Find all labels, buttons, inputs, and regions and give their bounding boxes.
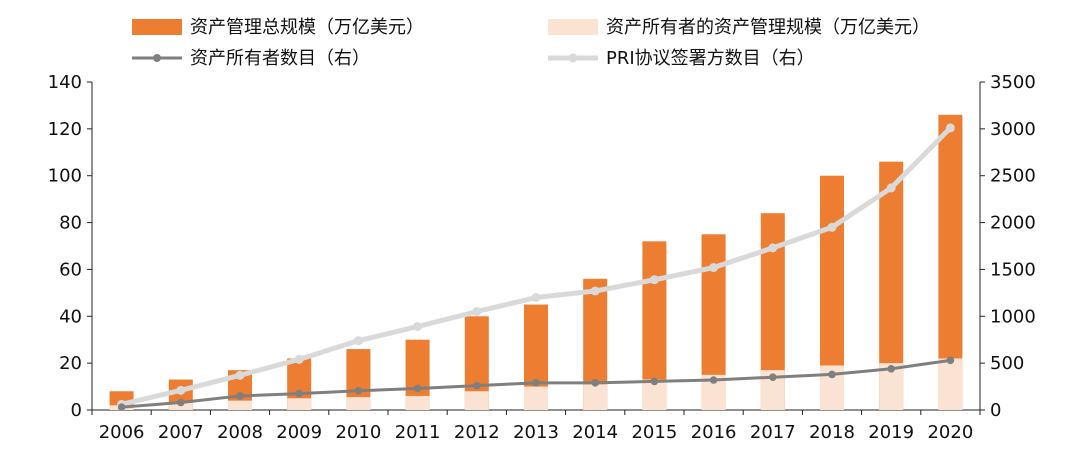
legend-label-total-aum: 资产管理总规模（万亿美元） (190, 17, 424, 38)
right-tick-label: 2500 (990, 166, 1036, 187)
legend-marker-asset-owner-count (153, 54, 161, 62)
x-tick-label: 2017 (750, 422, 796, 443)
left-tick-label: 60 (59, 259, 82, 280)
x-tick-label: 2006 (99, 422, 145, 443)
legend-swatch-asset-owner-aum (548, 19, 598, 35)
x-tick-label: 2008 (217, 422, 263, 443)
point-pri-signatories (886, 183, 896, 193)
point-asset-owner-count (769, 373, 777, 382)
point-asset-owner-count (709, 376, 718, 384)
bar-asset-owner-aum (228, 400, 252, 410)
bar-asset-owner-aum (583, 384, 608, 410)
x-tick-label: 2019 (868, 422, 914, 443)
point-asset-owner-count (887, 364, 895, 373)
left-tick-label: 100 (48, 166, 82, 187)
x-tick-label: 2009 (276, 422, 322, 443)
x-tick-label: 2010 (335, 422, 381, 443)
bar-asset-owner-aum (287, 398, 312, 410)
bar-asset-owner-aum (405, 395, 430, 410)
right-tick-label: 500 (990, 353, 1024, 374)
x-tick-label: 2011 (395, 422, 441, 443)
right-tick-label: 0 (990, 400, 1001, 421)
point-pri-signatories (827, 222, 837, 232)
legend-swatch-total-aum (132, 19, 182, 35)
legend-label-pri-signatories: PRI协议签署方数目（右） (606, 48, 815, 69)
bar-asset-owner-aum (168, 402, 193, 410)
right-tick-label: 3500 (990, 72, 1036, 93)
point-asset-owner-count (354, 386, 363, 395)
left-tick-label: 80 (59, 213, 82, 234)
left-tick-label: 140 (48, 72, 82, 93)
x-tick-label: 2020 (927, 422, 973, 443)
left-tick-label: 20 (59, 353, 82, 374)
point-asset-owner-count (177, 398, 185, 407)
bar-asset-owner-aum (524, 386, 548, 410)
point-asset-owner-count (591, 379, 599, 387)
point-asset-owner-count (650, 377, 659, 386)
bar-asset-owner-aum (464, 391, 489, 410)
right-tick-label: 2000 (990, 213, 1036, 234)
point-asset-owner-count (236, 392, 244, 400)
point-pri-signatories (235, 370, 245, 380)
legend-label-asset-owner-aum: 资产所有者的资产管理规模（万亿美元） (606, 17, 930, 38)
point-pri-signatories (176, 385, 186, 395)
point-pri-signatories (768, 243, 778, 253)
point-pri-signatories (649, 275, 659, 285)
point-asset-owner-count (532, 379, 540, 387)
x-tick-label: 2007 (158, 422, 204, 443)
left-tick-label: 120 (48, 119, 82, 140)
point-pri-signatories (709, 263, 719, 273)
x-tick-label: 2012 (454, 422, 500, 443)
right-tick-label: 3000 (990, 119, 1036, 140)
left-tick-label: 0 (71, 400, 82, 421)
point-pri-signatories (590, 286, 600, 296)
point-asset-owner-count (117, 403, 126, 411)
legend-marker-pri-signatories (568, 53, 578, 63)
point-asset-owner-count (295, 389, 304, 398)
x-tick-label: 2018 (809, 422, 855, 443)
x-tick-label: 2014 (572, 422, 618, 443)
left-tick-label: 40 (59, 306, 82, 327)
bar-asset-owner-aum (346, 397, 371, 410)
x-tick-label: 2016 (691, 422, 737, 443)
point-asset-owner-count (946, 356, 955, 365)
x-tick-label: 2013 (513, 422, 559, 443)
point-pri-signatories (472, 307, 482, 317)
point-pri-signatories (353, 336, 363, 346)
x-tick-label: 2015 (631, 422, 677, 443)
point-asset-owner-count (413, 384, 422, 393)
point-asset-owner-count (828, 370, 836, 379)
legend-label-asset-owner-count: 资产所有者数目（右） (190, 48, 370, 69)
point-asset-owner-count (473, 381, 481, 390)
point-pri-signatories (413, 322, 423, 332)
bar-asset-owner-aum (938, 358, 963, 410)
point-pri-signatories (294, 354, 304, 364)
right-tick-label: 1500 (990, 259, 1036, 280)
right-tick-label: 1000 (990, 306, 1036, 327)
point-pri-signatories (945, 123, 955, 133)
point-pri-signatories (531, 293, 541, 303)
